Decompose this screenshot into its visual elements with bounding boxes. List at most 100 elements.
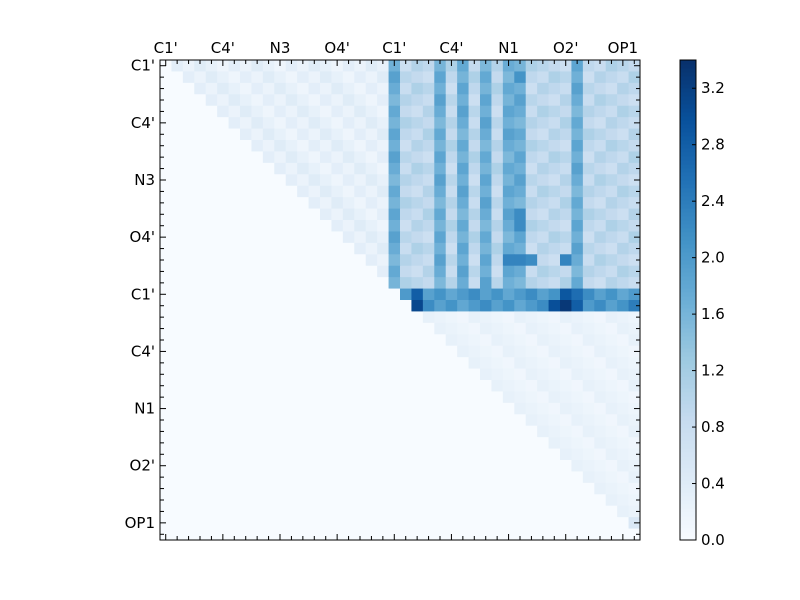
heatmap-cell xyxy=(262,528,275,541)
heatmap-cell xyxy=(285,242,298,255)
heatmap-cell xyxy=(194,197,207,209)
heatmap-cell xyxy=(262,231,275,244)
heatmap-cell xyxy=(251,71,264,84)
heatmap-cell xyxy=(297,174,309,187)
heatmap-cell xyxy=(480,265,492,278)
colorbar-segment xyxy=(680,432,696,437)
heatmap-cell xyxy=(171,197,184,209)
heatmap-cell xyxy=(582,60,595,72)
heatmap-cell xyxy=(228,151,241,164)
colorbar-segment xyxy=(680,520,696,525)
heatmap-cell xyxy=(285,437,298,449)
heatmap-cell xyxy=(525,300,538,312)
heatmap-cell xyxy=(411,151,424,164)
heatmap-cell xyxy=(320,162,332,175)
heatmap-cell xyxy=(502,482,515,495)
heatmap-cell xyxy=(457,425,469,438)
heatmap-cell xyxy=(548,448,561,461)
heatmap-cell xyxy=(560,185,572,198)
heatmap-cell xyxy=(422,460,435,472)
heatmap-cell xyxy=(400,528,412,541)
heatmap-cell xyxy=(571,117,584,129)
heatmap-cell xyxy=(594,185,607,198)
heatmap-cell xyxy=(537,402,549,415)
heatmap-cell xyxy=(468,414,481,427)
heatmap-cell xyxy=(468,471,481,484)
heatmap-cell xyxy=(525,197,538,209)
colorbar-segment xyxy=(680,276,696,281)
heatmap-cell xyxy=(525,174,538,187)
heatmap-cell xyxy=(388,311,401,324)
heatmap-cell xyxy=(182,437,195,449)
heatmap-cell xyxy=(514,71,527,84)
colorbar-segment xyxy=(680,72,696,77)
heatmap-cell xyxy=(400,471,412,484)
heatmap-cell xyxy=(342,437,355,449)
heatmap-cell xyxy=(342,231,355,244)
heatmap-cell xyxy=(228,220,241,232)
heatmap-cell xyxy=(560,128,572,141)
heatmap-cell xyxy=(560,357,572,369)
heatmap-cell xyxy=(480,437,492,449)
heatmap-cell xyxy=(422,117,435,129)
heatmap-cell xyxy=(560,368,572,381)
heatmap-cell xyxy=(342,71,355,84)
heatmap-cell xyxy=(240,334,252,347)
heatmap-cell xyxy=(365,151,378,164)
heatmap-cell xyxy=(262,402,275,415)
heatmap-cell xyxy=(331,345,344,358)
heatmap-cell xyxy=(274,368,287,381)
heatmap-cell xyxy=(560,174,572,187)
heatmap-cell xyxy=(274,185,287,198)
heatmap-cell xyxy=(228,277,241,289)
heatmap-cell xyxy=(628,128,641,141)
heatmap-cell xyxy=(160,471,172,484)
heatmap-cell xyxy=(228,140,241,152)
colorbar-segment xyxy=(680,244,696,249)
heatmap-cell xyxy=(274,231,287,244)
heatmap-cell xyxy=(548,402,561,415)
heatmap-cell xyxy=(171,60,184,72)
heatmap-cell xyxy=(445,208,458,221)
heatmap-cell xyxy=(502,105,515,118)
heatmap-cell xyxy=(171,528,184,541)
heatmap-cell xyxy=(297,357,309,369)
heatmap-cell xyxy=(434,82,447,95)
heatmap-cell xyxy=(331,402,344,415)
heatmap-cell xyxy=(171,117,184,129)
heatmap-cell xyxy=(182,82,195,95)
heatmap-cell xyxy=(468,494,481,507)
heatmap-cell xyxy=(228,528,241,541)
heatmap-cell xyxy=(285,414,298,427)
heatmap-cell xyxy=(297,220,309,232)
heatmap-cell xyxy=(594,94,607,107)
heatmap-cell xyxy=(514,437,527,449)
heatmap-cell xyxy=(422,185,435,198)
heatmap-cell xyxy=(525,517,538,529)
heatmap-cell xyxy=(377,220,389,232)
heatmap-cell xyxy=(320,208,332,221)
heatmap-cell xyxy=(342,311,355,324)
heatmap-cell xyxy=(285,60,298,72)
heatmap-cell xyxy=(411,448,424,461)
heatmap-cell xyxy=(228,505,241,518)
heatmap-cell xyxy=(457,151,469,164)
colorbar-segment xyxy=(680,76,696,81)
heatmap-cell xyxy=(320,471,332,484)
heatmap-cell xyxy=(285,517,298,529)
heatmap-cell xyxy=(331,448,344,461)
colorbar-segment xyxy=(680,336,696,341)
heatmap-cell xyxy=(628,391,641,404)
heatmap-cell xyxy=(182,117,195,129)
heatmap-cell xyxy=(354,334,367,347)
heatmap-cell xyxy=(240,174,252,187)
heatmap-cell xyxy=(457,380,469,392)
heatmap-cell xyxy=(548,334,561,347)
heatmap-cell xyxy=(468,425,481,438)
heatmap-cell xyxy=(308,460,321,472)
heatmap-cell xyxy=(525,220,538,232)
heatmap-cell xyxy=(240,380,252,392)
heatmap-cell xyxy=(468,254,481,267)
heatmap-cell xyxy=(491,425,504,438)
heatmap-cell xyxy=(182,197,195,209)
